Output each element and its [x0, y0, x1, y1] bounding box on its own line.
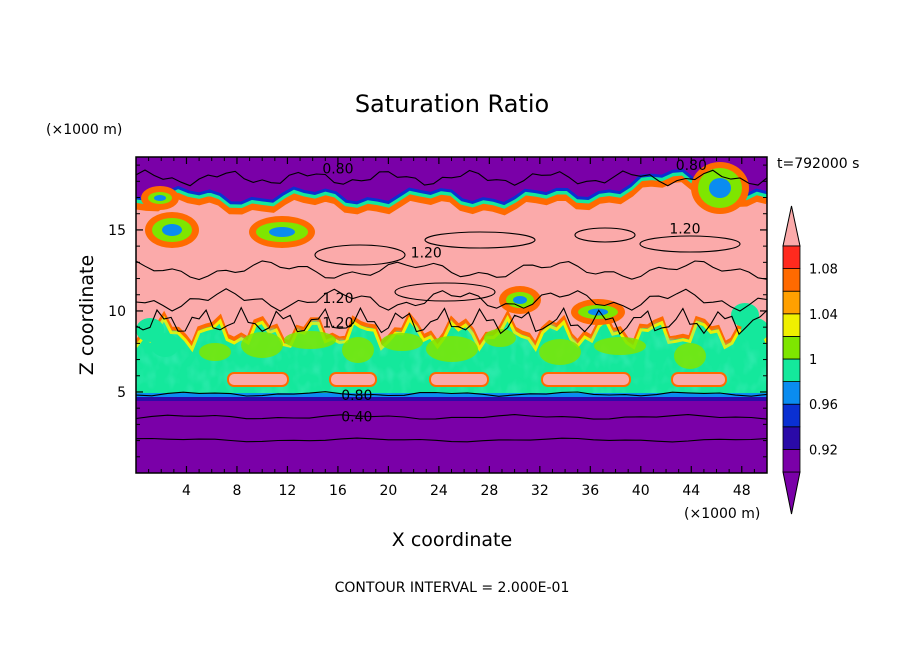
y-tick-label: 10 [108, 304, 126, 320]
x-tick-label: 40 [632, 483, 650, 499]
contour-line [136, 169, 767, 187]
field-band [381, 333, 423, 351]
field-band [136, 397, 767, 401]
colorbar-swatch [782, 313, 801, 337]
field-band [136, 393, 767, 398]
contour-label: 0.80 [322, 161, 353, 177]
x-tick-label: 8 [232, 483, 241, 499]
colorbar-swatch [782, 245, 801, 270]
colorbar-swatch [782, 268, 801, 292]
colorbar-tick-label: 0.92 [809, 443, 838, 458]
field-band [151, 333, 179, 357]
colorbar-swatch [782, 358, 801, 383]
field-band [426, 336, 478, 362]
chart-title: Saturation Ratio [355, 90, 549, 118]
contour-line [136, 437, 767, 443]
x-tick-label: 24 [430, 483, 448, 499]
x-tick-label: 20 [379, 483, 397, 499]
field-band [199, 343, 231, 361]
y-tick-label: 15 [108, 223, 126, 239]
field-band [709, 178, 731, 198]
contour-line [314, 244, 406, 266]
contour-label: 1.20 [322, 315, 353, 331]
contour-line [394, 282, 496, 302]
field-band [429, 372, 489, 387]
field-band [342, 337, 374, 363]
field-band [674, 343, 706, 369]
field-band [162, 224, 182, 236]
contour-labels: 0.80 0.80 1.20 1.20 1.20 1.20 0.80 0.40 [322, 158, 707, 425]
contour-line [136, 288, 767, 312]
contour-line [136, 306, 767, 336]
contour-line [136, 414, 767, 420]
contour-line [136, 391, 767, 397]
x-tick-label: 28 [480, 483, 498, 499]
contour-label: 0.80 [676, 158, 707, 174]
colorbar-swatch [782, 426, 801, 450]
field-band [284, 331, 336, 349]
x-tick-label: 12 [279, 483, 297, 499]
field-band [539, 339, 581, 365]
y-tick-label: 5 [117, 385, 126, 401]
field-band [227, 372, 289, 387]
field-band [136, 157, 767, 204]
colorbar-extend-min [782, 471, 801, 515]
field-band [671, 372, 727, 387]
colorbar-swatch [782, 335, 801, 360]
y-unit-label: (×1000 m) [46, 122, 122, 138]
field-band [541, 372, 631, 387]
contour-interval-note: CONTOUR INTERVAL = 2.000E-01 [335, 580, 570, 596]
contour-line [136, 260, 767, 281]
contour-label: 0.40 [341, 409, 372, 425]
field-band [241, 332, 283, 358]
y-axis-title: Z coordinate [76, 255, 98, 375]
field-band [513, 296, 527, 304]
colorbar-swatch [782, 448, 801, 473]
contour-lines [136, 169, 767, 443]
colorbar-tick-label: 1.04 [809, 308, 838, 323]
colorbar-swatch [782, 290, 801, 315]
contour-plot-area [136, 157, 767, 473]
colorbar-extend-max [782, 205, 801, 247]
contour-line [639, 235, 741, 253]
x-tick-label: 4 [182, 483, 191, 499]
colorbar-tick-label: 0.96 [809, 398, 838, 413]
contour-label: 0.80 [341, 388, 372, 404]
field-band [136, 168, 767, 206]
contour-label: 1.20 [669, 221, 700, 237]
field-band [269, 227, 295, 237]
field-band [154, 195, 166, 201]
y-axis: 5 10 15 [108, 164, 767, 458]
colorbar-tick-label: 1.08 [809, 263, 838, 278]
colorbar-swatch [782, 403, 801, 428]
x-tick-label: 36 [581, 483, 599, 499]
field-band [594, 337, 646, 355]
contour-line [574, 227, 636, 243]
field-band [329, 372, 377, 387]
contour-line [424, 231, 536, 249]
colorbar: 0.92 0.96 1 1.04 1.08 [782, 205, 838, 515]
x-axis: 4 8 12 16 20 24 28 32 36 40 44 48 [148, 157, 755, 499]
contour-label: 1.20 [411, 246, 442, 262]
x-tick-label: 44 [682, 483, 700, 499]
field-band [484, 329, 516, 347]
colorbar-swatch [782, 381, 801, 405]
x-axis-title: X coordinate [392, 529, 512, 551]
x-tick-label: 16 [329, 483, 347, 499]
field-band [136, 395, 767, 473]
field-band [136, 169, 767, 209]
x-tick-label: 32 [531, 483, 549, 499]
x-tick-label: 48 [733, 483, 751, 499]
x-unit-label: (×1000 m) [684, 506, 760, 522]
contour-label: 1.20 [322, 291, 353, 307]
colorbar-tick-label: 1 [809, 353, 817, 368]
field-band [136, 172, 767, 216]
time-label: t=792000 s [777, 156, 859, 172]
